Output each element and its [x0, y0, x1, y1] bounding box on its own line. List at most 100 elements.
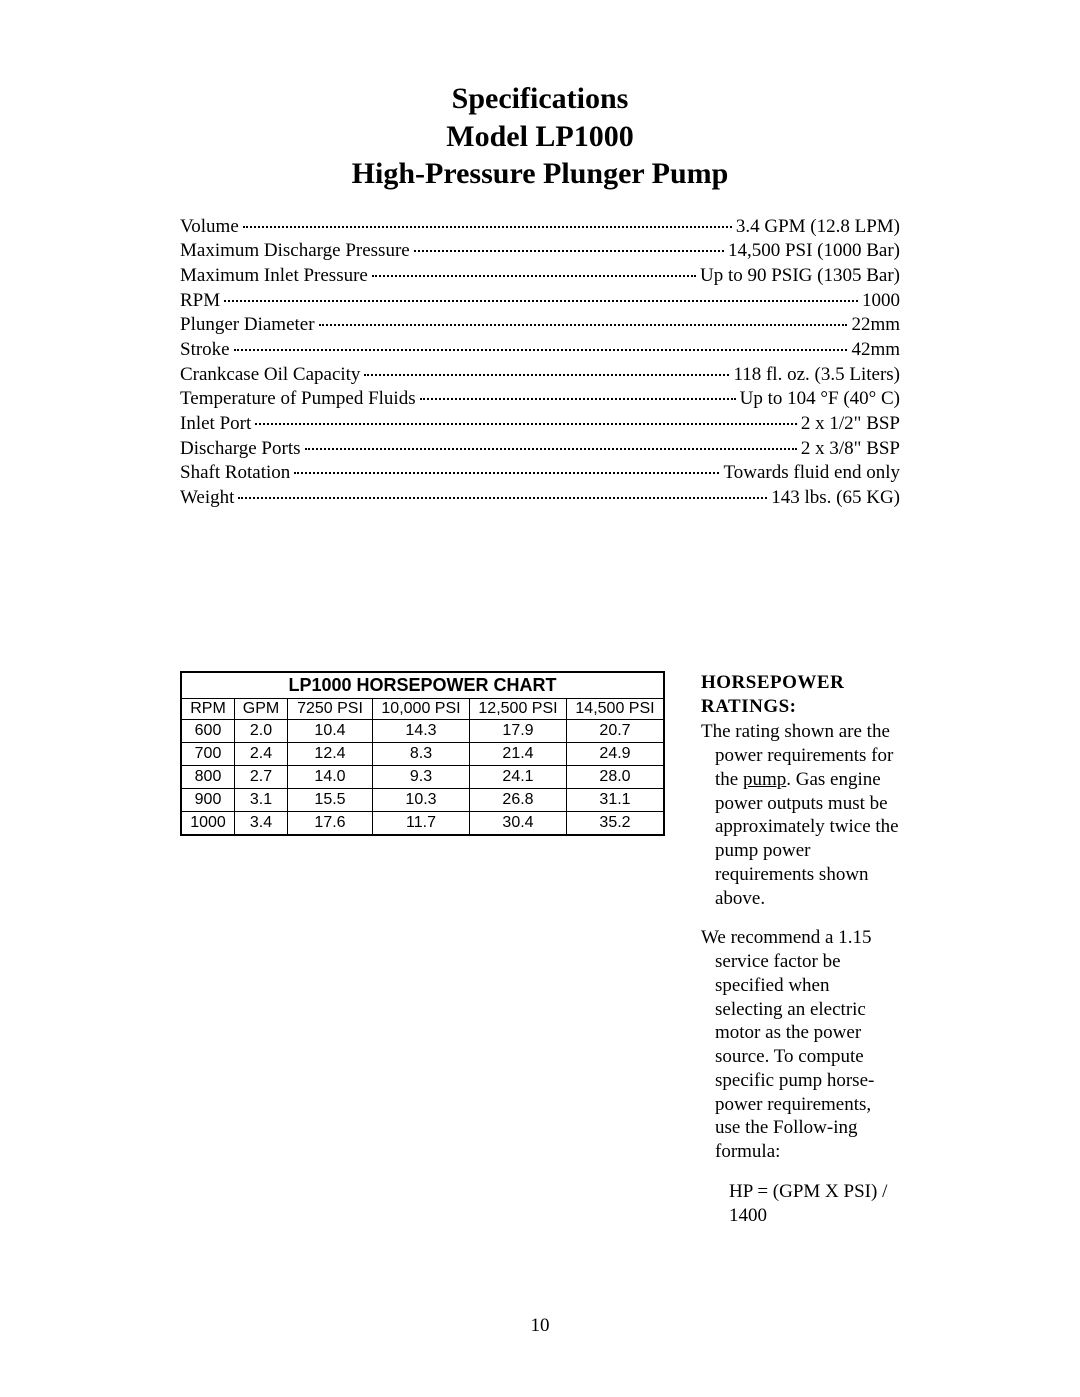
table-cell: 14.3: [373, 719, 470, 742]
spec-value: 118 fl. oz. (3.5 Liters): [731, 363, 900, 388]
spec-row: Volume 3.4 GPM (12.8 LPM): [180, 215, 900, 240]
ratings-paragraph-2: We recommend a 1.15 service factor be sp…: [701, 926, 900, 1164]
spec-leader-dots: [414, 239, 724, 252]
table-cell: 26.8: [470, 788, 567, 811]
spec-leader-dots: [305, 436, 797, 449]
horsepower-ratings-text: HORSEPOWER RATINGS: The rating shown are…: [701, 671, 900, 1244]
spec-row: Temperature of Pumped Fluids Up to 104 °…: [180, 387, 900, 412]
hp-table-column-header: 10,000 PSI: [373, 698, 470, 719]
ratings-p1-underlined: pump: [743, 769, 786, 790]
spec-value: 22mm: [849, 313, 900, 338]
table-cell: 17.9: [470, 719, 567, 742]
hp-table-column-header: 12,500 PSI: [470, 698, 567, 719]
hp-table-header-row: RPMGPM7250 PSI10,000 PSI12,500 PSI14,500…: [181, 698, 664, 719]
ratings-paragraph-1: The rating shown are the power requireme…: [701, 720, 900, 910]
hp-table: LP1000 HORSEPOWER CHART RPMGPM7250 PSI10…: [180, 671, 665, 836]
table-cell: 2.0: [235, 719, 288, 742]
spec-label: Maximum Inlet Pressure: [180, 264, 370, 289]
spec-label: Volume: [180, 215, 241, 240]
table-row: 8002.714.09.324.128.0: [181, 765, 664, 788]
spec-row: Stroke 42mm: [180, 338, 900, 363]
table-cell: 800: [181, 765, 235, 788]
table-cell: 30.4: [470, 811, 567, 835]
table-cell: 35.2: [567, 811, 665, 835]
table-cell: 14.0: [288, 765, 373, 788]
spec-leader-dots: [255, 412, 797, 425]
spec-value: 14,500 PSI (1000 Bar): [726, 239, 900, 264]
spec-row: Weight 143 lbs. (65 KG): [180, 486, 900, 511]
spec-label: Weight: [180, 486, 236, 511]
table-cell: 2.7: [235, 765, 288, 788]
spec-leader-dots: [243, 214, 732, 227]
spec-value: 3.4 GPM (12.8 LPM): [734, 215, 900, 240]
spec-row: Inlet Port 2 x 1/2" BSP: [180, 412, 900, 437]
table-cell: 1000: [181, 811, 235, 835]
table-cell: 9.3: [373, 765, 470, 788]
table-cell: 2.4: [235, 742, 288, 765]
spec-value: 2 x 3/8" BSP: [799, 437, 900, 462]
hp-table-column-header: GPM: [235, 698, 288, 719]
table-cell: 11.7: [373, 811, 470, 835]
table-cell: 10.3: [373, 788, 470, 811]
table-cell: 3.1: [235, 788, 288, 811]
table-cell: 12.4: [288, 742, 373, 765]
spec-leader-dots: [224, 288, 858, 301]
page-number: 10: [0, 1315, 1080, 1337]
title-line-1: Specifications: [180, 80, 900, 118]
lower-section: LP1000 HORSEPOWER CHART RPMGPM7250 PSI10…: [180, 671, 900, 1244]
spec-value: 2 x 1/2" BSP: [799, 412, 900, 437]
spec-label: Temperature of Pumped Fluids: [180, 387, 418, 412]
table-cell: 17.6: [288, 811, 373, 835]
spec-row: Plunger Diameter 22mm: [180, 313, 900, 338]
table-cell: 24.9: [567, 742, 665, 765]
table-row: 9003.115.510.326.831.1: [181, 788, 664, 811]
table-cell: 700: [181, 742, 235, 765]
title-line-2: Model LP1000: [180, 118, 900, 156]
spec-value: Towards fluid end only: [721, 461, 900, 486]
hp-table-column-header: 7250 PSI: [288, 698, 373, 719]
table-cell: 3.4: [235, 811, 288, 835]
spec-label: Shaft Rotation: [180, 461, 292, 486]
spec-row: Maximum Inlet Pressure Up to 90 PSIG (13…: [180, 264, 900, 289]
table-row: 6002.010.414.317.920.7: [181, 719, 664, 742]
spec-label: Plunger Diameter: [180, 313, 317, 338]
title-line-3: High-Pressure Plunger Pump: [180, 155, 900, 193]
spec-row: Crankcase Oil Capacity 118 fl. oz. (3.5 …: [180, 363, 900, 388]
table-cell: 15.5: [288, 788, 373, 811]
spec-row: Maximum Discharge Pressure 14,500 PSI (1…: [180, 239, 900, 264]
spec-label: Crankcase Oil Capacity: [180, 363, 362, 388]
ratings-heading: HORSEPOWER RATINGS:: [701, 671, 900, 719]
spec-value: Up to 104 °F (40° C): [738, 387, 900, 412]
table-cell: 8.3: [373, 742, 470, 765]
horsepower-chart: LP1000 HORSEPOWER CHART RPMGPM7250 PSI10…: [180, 671, 665, 1244]
spec-leader-dots: [372, 263, 696, 276]
table-cell: 20.7: [567, 719, 665, 742]
hp-table-column-header: RPM: [181, 698, 235, 719]
page: Specifications Model LP1000 High-Pressur…: [0, 0, 1080, 1397]
spec-leader-dots: [294, 461, 719, 474]
spec-value: Up to 90 PSIG (1305 Bar): [698, 264, 900, 289]
table-cell: 900: [181, 788, 235, 811]
ratings-formula: HP = (GPM X PSI) / 1400: [701, 1180, 900, 1228]
table-cell: 31.1: [567, 788, 665, 811]
table-row: 10003.417.611.730.435.2: [181, 811, 664, 835]
table-cell: 28.0: [567, 765, 665, 788]
spec-label: Discharge Ports: [180, 437, 303, 462]
spec-value: 42mm: [849, 338, 900, 363]
spec-row: Discharge Ports 2 x 3/8" BSP: [180, 437, 900, 462]
spec-row: RPM 1000: [180, 289, 900, 314]
table-cell: 600: [181, 719, 235, 742]
spec-leader-dots: [238, 486, 767, 499]
hp-table-column-header: 14,500 PSI: [567, 698, 665, 719]
page-title: Specifications Model LP1000 High-Pressur…: [180, 80, 900, 193]
spec-value: 143 lbs. (65 KG): [769, 486, 900, 511]
table-cell: 10.4: [288, 719, 373, 742]
table-cell: 24.1: [470, 765, 567, 788]
hp-table-body: 6002.010.414.317.920.77002.412.48.321.42…: [181, 719, 664, 835]
hp-table-title: LP1000 HORSEPOWER CHART: [181, 672, 664, 699]
spec-label: RPM: [180, 289, 222, 314]
spec-leader-dots: [364, 362, 729, 375]
spec-label: Stroke: [180, 338, 232, 363]
spec-label: Maximum Discharge Pressure: [180, 239, 412, 264]
table-cell: 21.4: [470, 742, 567, 765]
